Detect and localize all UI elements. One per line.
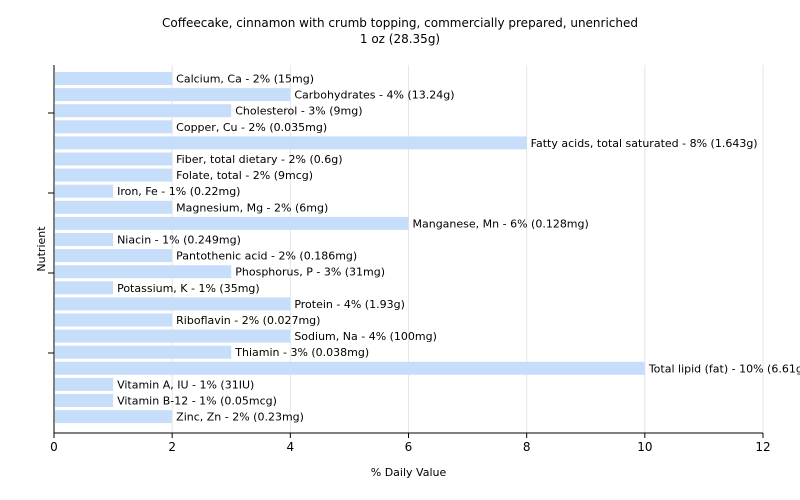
bar <box>55 361 645 375</box>
bars <box>55 72 645 424</box>
bar-label: Thiamin - 3% (0.038mg) <box>234 346 369 359</box>
bar <box>55 200 173 214</box>
bar <box>55 281 114 295</box>
y-axis-title: Nutrient <box>35 226 48 272</box>
bar <box>55 233 114 246</box>
bar-label: Vitamin B-12 - 1% (0.05mcg) <box>117 395 277 408</box>
x-tick-label: 8 <box>523 440 531 454</box>
chart-title: Coffeecake, cinnamon with crumb topping,… <box>161 16 639 30</box>
bar-label: Potassium, K - 1% (35mg) <box>117 282 260 295</box>
bar <box>55 168 173 182</box>
x-tick-label: 10 <box>637 440 652 454</box>
x-ticks: 0 2 4 6 8 10 12 <box>50 433 771 454</box>
bar-label: Fatty acids, total saturated - 8% (1.643… <box>531 137 758 150</box>
bar <box>55 136 527 150</box>
bar-label: Protein - 4% (1.93g) <box>294 298 405 311</box>
bar <box>55 104 232 118</box>
bar-label: Pantothenic acid - 2% (0.186mg) <box>176 250 357 263</box>
bar <box>55 184 114 198</box>
bar-label: Niacin - 1% (0.249mg) <box>117 234 241 247</box>
bar-label: Manganese, Mn - 6% (0.128mg) <box>413 217 589 230</box>
bar-label: Cholesterol - 3% (9mg) <box>235 105 362 118</box>
x-tick-label: 4 <box>287 440 295 454</box>
bar-label: Phosphorus, P - 3% (31mg) <box>235 266 385 279</box>
bar <box>55 345 232 359</box>
bar-label: Sodium, Na - 4% (100mg) <box>294 330 437 343</box>
bar-label: Fiber, total dietary - 2% (0.6g) <box>176 153 342 166</box>
bar-label: Zinc, Zn - 2% (0.23mg) <box>176 411 304 424</box>
x-tick-label: 6 <box>405 440 413 454</box>
bar <box>55 120 173 134</box>
bar <box>55 249 173 263</box>
bar-label: Iron, Fe - 1% (0.22mg) <box>117 185 240 198</box>
bar-label: Total lipid (fat) - 10% (6.61g) <box>648 362 800 375</box>
bar <box>55 329 291 343</box>
bar <box>55 394 114 407</box>
bar-label: Calcium, Ca - 2% (15mg) <box>176 73 314 86</box>
x-axis-title: % Daily Value <box>371 466 447 479</box>
bar <box>55 410 173 424</box>
bar <box>55 265 232 279</box>
bar-label: Carbohydrates - 4% (13.24g) <box>294 89 454 102</box>
chart-subtitle: 1 oz (28.35g) <box>359 32 441 46</box>
x-tick-label: 12 <box>755 440 770 454</box>
x-tick-label: 2 <box>168 440 176 454</box>
bar <box>55 377 114 391</box>
x-tick-label: 0 <box>50 440 58 454</box>
bar-label: Vitamin A, IU - 1% (31IU) <box>117 378 254 391</box>
bar <box>55 313 173 327</box>
bar <box>55 88 291 102</box>
bar-label: Copper, Cu - 2% (0.035mg) <box>176 121 327 134</box>
bar <box>55 72 173 85</box>
bar <box>55 152 173 166</box>
bar-label: Riboflavin - 2% (0.027mg) <box>176 314 320 327</box>
bar-label: Folate, total - 2% (9mcg) <box>176 169 313 182</box>
bar <box>55 297 291 311</box>
bar-label: Magnesium, Mg - 2% (6mg) <box>176 201 328 214</box>
bar-labels: Calcium, Ca - 2% (15mg) Carbohydrates - 4… <box>117 73 800 424</box>
bar <box>55 216 409 230</box>
